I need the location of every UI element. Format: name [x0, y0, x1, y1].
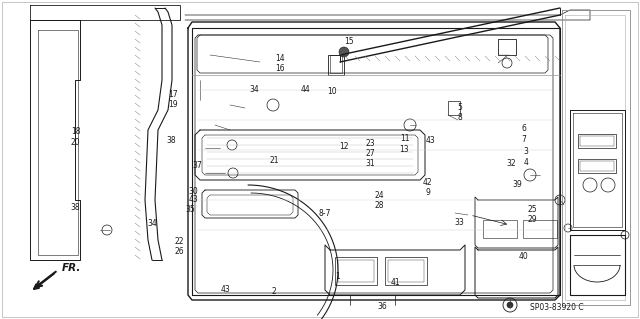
Text: 3
4: 3 4 — [524, 147, 529, 167]
Bar — [498, 39, 516, 55]
Bar — [338, 260, 374, 282]
Text: 32: 32 — [506, 159, 516, 168]
Text: 8-7: 8-7 — [319, 209, 332, 218]
Text: 40: 40 — [518, 252, 529, 261]
Text: 17
19: 17 19 — [168, 90, 178, 109]
Bar — [483, 220, 517, 238]
Text: 31: 31 — [365, 159, 375, 168]
Text: 39: 39 — [512, 180, 522, 189]
Text: 21: 21 — [269, 156, 278, 165]
Text: 43: 43 — [220, 285, 230, 294]
Text: 24
28: 24 28 — [374, 191, 384, 210]
Text: 12: 12 — [340, 142, 349, 151]
Text: 22
26: 22 26 — [174, 237, 184, 256]
Text: 30: 30 — [188, 187, 198, 196]
Bar — [385, 257, 427, 285]
Text: 25
29: 25 29 — [527, 205, 538, 224]
Text: 11
13: 11 13 — [399, 135, 410, 154]
Text: 34: 34 — [147, 219, 157, 228]
Text: 33: 33 — [454, 218, 465, 227]
Text: 44: 44 — [301, 85, 311, 94]
Bar — [578, 159, 616, 173]
Text: 5
8: 5 8 — [457, 103, 462, 122]
Bar — [328, 55, 344, 75]
Text: 2: 2 — [271, 287, 276, 296]
Text: 14
16: 14 16 — [275, 54, 285, 73]
Text: SP03-83920 C: SP03-83920 C — [530, 302, 584, 311]
Text: 23
27: 23 27 — [365, 139, 375, 158]
Bar — [330, 55, 342, 73]
Bar — [448, 101, 460, 115]
Text: 36: 36 — [378, 302, 388, 311]
Text: 43: 43 — [425, 137, 435, 145]
Text: 38: 38 — [166, 137, 177, 145]
Text: 42: 42 — [422, 178, 433, 187]
Text: 41: 41 — [390, 278, 401, 287]
Text: 15: 15 — [344, 37, 354, 46]
Circle shape — [507, 302, 513, 308]
Text: 18
20: 18 20 — [70, 128, 81, 147]
Bar — [580, 136, 614, 146]
Text: 34: 34 — [250, 85, 260, 94]
Bar — [580, 161, 614, 171]
Text: 1: 1 — [335, 272, 340, 281]
Text: 37: 37 — [192, 161, 202, 170]
Circle shape — [339, 47, 349, 57]
Text: 35: 35 — [186, 205, 196, 214]
Text: 38: 38 — [70, 203, 81, 212]
Text: FR.: FR. — [62, 263, 81, 273]
Text: 6
7: 6 7 — [521, 124, 526, 144]
Bar — [388, 260, 424, 282]
Bar — [578, 134, 616, 148]
Bar — [523, 220, 557, 238]
Text: 10: 10 — [326, 87, 337, 96]
Text: 9: 9 — [425, 189, 430, 197]
Bar — [335, 257, 377, 285]
Text: 43: 43 — [188, 195, 198, 204]
